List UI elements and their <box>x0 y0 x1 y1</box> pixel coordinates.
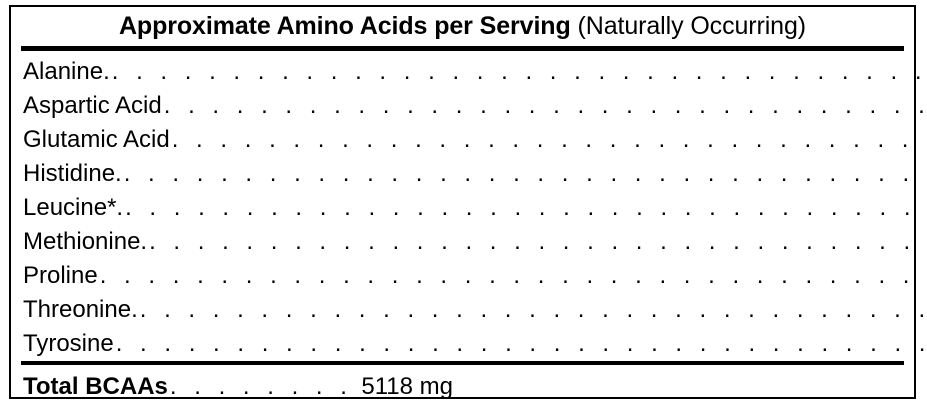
dot-leader: . . . . . . . . . . . . . . . . . . . . … <box>123 160 927 187</box>
table-row: Threonine. . . . . . . . . . . . . . . .… <box>23 293 927 327</box>
panel-title-qualifier: (Naturally Occurring) <box>577 12 807 40</box>
dot-leader: . . . . . . . . . . . . . . . . . . . . … <box>139 296 927 323</box>
amino-acid-name: Aspartic Acid <box>23 92 162 119</box>
amino-acid-column-left: Alanine. . . . . . . . . . . . . . . . .… <box>11 55 927 361</box>
amino-acid-name: Histidine. <box>23 160 122 187</box>
total-bcaas-amount: 5118 mg <box>361 373 453 400</box>
amino-acid-panel: Approximate Amino Acids per Serving (Nat… <box>9 5 927 399</box>
dot-leader: . . . . . . . . . . . . . . . . . . . . … <box>99 262 927 289</box>
table-row: Leucine*. . . . . . . . . . . . . . . . … <box>23 191 927 225</box>
amino-acid-name: Glutamic Acid <box>23 126 170 153</box>
panel-title: Approximate Amino Acids per Serving (Nat… <box>119 14 806 39</box>
table-row: Methionine. . . . . . . . . . . . . . . … <box>23 225 927 259</box>
dot-leader: . . . . . . . . . . . . . . . . . . . . … <box>163 92 927 119</box>
total-bcaas-inner: Total BCAAs . . . . . . . . . . . . . . … <box>23 375 453 399</box>
amino-acid-name: Leucine*. <box>23 194 124 221</box>
table-row: Aspartic Acid . . . . . . . . . . . . . … <box>23 89 927 123</box>
amino-acid-table: Alanine. . . . . . . . . . . . . . . . .… <box>11 51 927 361</box>
table-row: Proline . . . . . . . . . . . . . . . . … <box>23 259 927 293</box>
dot-leader: . . . . . . . . . . . . . . . . . . . . … <box>125 194 927 221</box>
table-row: Tyrosine . . . . . . . . . . . . . . . .… <box>23 327 927 361</box>
dot-leader: . . . . . . . . . . . . . . . . . . . . … <box>169 375 359 399</box>
header-divider <box>21 46 904 51</box>
dot-leader: . . . . . . . . . . . . . . . . . . . . … <box>115 330 927 357</box>
table-row: Histidine. . . . . . . . . . . . . . . .… <box>23 157 927 191</box>
table-row: Glutamic Acid . . . . . . . . . . . . . … <box>23 123 927 157</box>
footer-divider <box>21 361 904 365</box>
amino-acid-name: Alanine. <box>23 58 110 85</box>
amino-acid-name: Threonine. <box>23 296 138 323</box>
panel-header: Approximate Amino Acids per Serving (Nat… <box>11 7 914 46</box>
total-bcaas-label: Total BCAAs <box>23 373 168 400</box>
table-row: Alanine. . . . . . . . . . . . . . . . .… <box>23 55 927 89</box>
total-bcaas-row: Total BCAAs . . . . . . . . . . . . . . … <box>11 365 914 409</box>
dot-leader: . . . . . . . . . . . . . . . . . . . . … <box>149 228 927 255</box>
amino-acid-name: Tyrosine <box>23 330 114 357</box>
dot-leader: . . . . . . . . . . . . . . . . . . . . … <box>111 58 927 85</box>
panel-title-main: Approximate Amino Acids per Serving <box>118 12 571 40</box>
amino-acid-name: Methionine. <box>23 228 148 255</box>
amino-acid-name: Proline <box>23 262 98 289</box>
dot-leader: . . . . . . . . . . . . . . . . . . . . … <box>171 126 927 153</box>
